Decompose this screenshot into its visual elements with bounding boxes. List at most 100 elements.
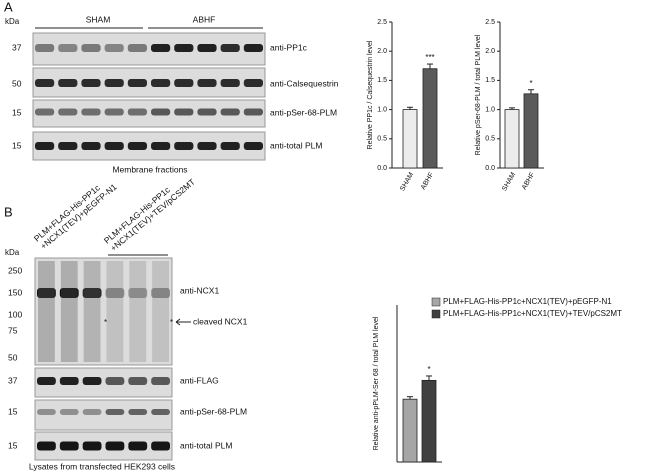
blot-band: [197, 108, 217, 116]
antibody-label: anti-pSer-68-PLM: [270, 107, 337, 117]
blot-band: [81, 142, 101, 150]
blot-band: [35, 142, 55, 150]
bar: [402, 109, 418, 169]
blot-band: [59, 377, 79, 385]
panel-label: A: [4, 0, 13, 14]
blot-band: [151, 441, 170, 451]
x-tick-label: SHAM: [501, 171, 517, 192]
blot-band: [220, 44, 240, 52]
marker-label: 15: [8, 440, 18, 450]
blot-band: [104, 44, 124, 52]
blot-smear: [83, 261, 101, 362]
antibody-label: anti-total PLM: [180, 440, 232, 450]
y-tick-label: 1.5: [485, 77, 495, 84]
blot-band: [81, 79, 101, 87]
blot-band: [58, 108, 78, 116]
marker-label: 75: [8, 325, 18, 335]
blot-smear: [152, 261, 169, 362]
blot-band: [58, 142, 78, 150]
blot-band: [127, 79, 147, 87]
blot-band: [82, 377, 102, 385]
blot-band: [37, 288, 56, 298]
blot: [34, 257, 173, 366]
y-axis-label: Relative PP1c / Calsequestrin level: [367, 40, 374, 149]
blot-band: [81, 44, 101, 52]
antibody-label: anti-total PLM: [270, 140, 322, 150]
blot-band: [105, 288, 125, 298]
blot-band: [35, 79, 55, 87]
blot-band: [243, 44, 263, 52]
arrow-head: [175, 318, 181, 326]
blot-band: [37, 377, 56, 385]
caption: Membrane fractions: [112, 164, 187, 174]
y-axis-label: Relative pSer-68-PLM / total PLM level: [475, 34, 482, 155]
y-tick-label: 0.5: [485, 136, 495, 143]
blot-band: [197, 79, 217, 87]
asterisk: *: [104, 318, 107, 327]
blot: [34, 431, 173, 461]
bar: [421, 379, 437, 463]
y-tick-label: 2.5: [485, 19, 495, 26]
cleaved-label: cleaved NCX1: [193, 316, 248, 326]
bar: [523, 93, 539, 169]
blot-band: [105, 377, 125, 385]
marker-label: 15: [12, 107, 22, 117]
y-tick-label: 2.0: [377, 48, 387, 55]
blot-band: [128, 288, 148, 298]
lane-header-line: +NCX1(TEV)+TEV/pCS2MT: [108, 177, 197, 254]
blot-band: [82, 288, 102, 298]
y-tick-label: 2.0: [485, 48, 495, 55]
marker-label: 100: [8, 309, 22, 319]
blot-band: [174, 79, 194, 87]
blot-band: [35, 108, 55, 116]
y-axis-label: Relative anti-pPLM-Ser 68 / total PLM le…: [373, 316, 380, 450]
blot-band: [59, 409, 79, 415]
antibody-label: anti-Calsequestrin: [270, 78, 339, 88]
asterisk: *: [170, 318, 173, 327]
blot-band: [174, 142, 194, 150]
blot-band: [220, 108, 240, 116]
legend-swatch: [431, 297, 441, 307]
blot-band: [243, 108, 263, 116]
blot-band: [220, 142, 240, 150]
blot-smear: [106, 261, 124, 362]
antibody-label: anti-pSer-68-PLM: [180, 406, 247, 416]
blot: [34, 399, 173, 431]
blot-band: [174, 108, 194, 116]
blot-band: [151, 79, 171, 87]
blot: [34, 367, 173, 398]
y-tick-label: 1.5: [377, 77, 387, 84]
legend-label: PLM+FLAG-His-PP1c+NCX1(TEV)+TEV/pCS2MT: [443, 309, 622, 318]
y-tick-label: 0.5: [377, 136, 387, 143]
blot-band: [82, 441, 102, 451]
blot-band: [105, 441, 125, 451]
significance: *: [427, 365, 430, 374]
blot-band: [151, 44, 171, 52]
kda-label: kDa: [5, 248, 20, 257]
antibody-label: anti-FLAG: [180, 375, 219, 385]
blot-smear: [38, 261, 55, 362]
blot-band: [59, 441, 79, 451]
caption: Lysates from transfected HEK293 cells: [29, 461, 175, 471]
blot-smear: [60, 261, 78, 362]
blot-band: [197, 142, 217, 150]
blot-band: [59, 288, 79, 298]
marker-label: 50: [8, 352, 18, 362]
blot-band: [82, 409, 102, 415]
bar: [402, 398, 418, 463]
x-tick-label: SHAM: [399, 171, 415, 192]
blot-band: [174, 44, 194, 52]
y-tick-label: 2.5: [377, 19, 387, 26]
kda-label: kDa: [5, 17, 20, 26]
blot-band: [151, 377, 170, 385]
blot-band: [151, 108, 171, 116]
marker-label: 37: [8, 375, 18, 385]
marker-label: 15: [8, 406, 18, 416]
panel-label: B: [4, 204, 13, 219]
blot-band: [81, 108, 101, 116]
blot-smear: [129, 261, 147, 362]
lane-header-line: PLM+FLAG-His-PP1c: [32, 182, 103, 243]
blot-band: [151, 288, 170, 298]
